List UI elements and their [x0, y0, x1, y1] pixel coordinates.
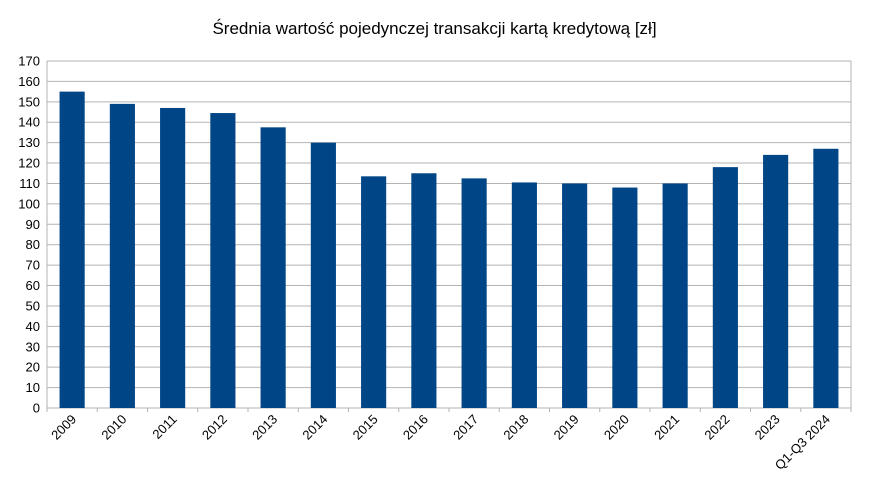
y-tick-label: 150	[18, 94, 40, 109]
x-tick-label: 2023	[752, 412, 783, 443]
x-tick-label: 2019	[551, 412, 582, 443]
x-tick-label: 2020	[601, 412, 632, 443]
bar	[612, 187, 638, 408]
x-tick-label: 2017	[450, 412, 481, 443]
x-tick-label: 2009	[48, 412, 79, 443]
bar	[109, 103, 135, 408]
y-tick-label: 30	[26, 339, 40, 354]
y-tick-label: 100	[18, 196, 40, 211]
y-tick-label: 50	[26, 298, 40, 313]
x-tick-label: 2015	[350, 412, 381, 443]
bar	[763, 154, 789, 408]
bar	[310, 142, 336, 408]
bar	[712, 167, 738, 408]
y-tick-label: 0	[33, 401, 40, 416]
bar	[411, 173, 437, 408]
x-tick-label: 2013	[249, 412, 280, 443]
x-tick-label: 2012	[199, 412, 230, 443]
bar	[361, 176, 387, 408]
bar	[210, 113, 236, 409]
y-tick-label: 130	[18, 135, 40, 150]
y-tick-label: 40	[26, 319, 40, 334]
y-tick-label: 90	[26, 217, 40, 232]
y-tick-label: 60	[26, 278, 40, 293]
y-tick-label: 110	[19, 176, 40, 191]
bar	[662, 183, 688, 408]
y-tick-label: 170	[18, 54, 40, 69]
y-tick-label: 20	[26, 360, 40, 375]
y-tick-label: 160	[18, 74, 40, 89]
bar	[813, 148, 839, 409]
x-tick-label: 2011	[149, 412, 179, 442]
bar	[511, 182, 537, 408]
y-tick-label: 70	[26, 258, 40, 273]
x-tick-label: 2014	[299, 412, 330, 443]
chart-title: Średnia wartość pojedynczej transakcji k…	[212, 19, 657, 38]
bar	[59, 91, 85, 408]
y-tick-label: 120	[18, 156, 40, 171]
x-tick-label: 2018	[500, 412, 531, 443]
x-tick-label: 2022	[701, 412, 732, 443]
bar	[562, 183, 588, 408]
y-tick-label: 80	[26, 237, 40, 252]
bar	[260, 127, 286, 409]
bar	[461, 178, 487, 408]
x-tick-label: 2016	[400, 412, 431, 443]
y-tick-label: 140	[18, 115, 40, 130]
x-tick-label: 2021	[651, 412, 682, 443]
bar	[160, 107, 186, 409]
x-tick-label: 2010	[98, 412, 129, 443]
y-tick-label: 10	[26, 380, 40, 395]
